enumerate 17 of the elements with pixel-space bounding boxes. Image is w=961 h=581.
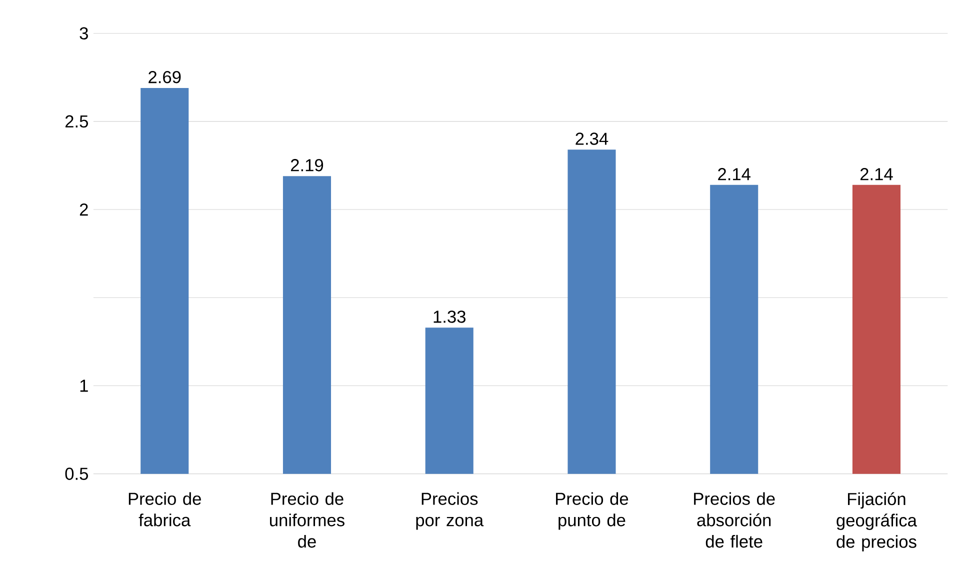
- data-label: 2.69: [148, 71, 181, 84]
- data-label: 2.34: [576, 132, 608, 146]
- data-label: 1.33: [434, 310, 466, 324]
- data-label: 2.14: [718, 168, 750, 180]
- x-tick-label: Precio de fabrica: [128, 492, 201, 527]
- data-label: 2.19: [290, 159, 324, 172]
- x-tick-label: Precio de punto de: [556, 492, 628, 530]
- x-tick-label: Precio de uniformes de: [270, 492, 344, 548]
- data-label: 2.14: [860, 168, 893, 180]
- y-tick-label: 1: [80, 380, 88, 392]
- y-tick-label: 2.5: [65, 116, 88, 128]
- x-tick-label: Fijación geográfica de precios: [836, 492, 917, 552]
- x-tick-label: Precios de absorción de flete: [694, 492, 775, 548]
- x-tick-label: Precios por zona: [416, 492, 484, 530]
- y-tick-label: 2: [80, 204, 88, 216]
- y-tick-label: 3: [80, 27, 88, 40]
- y-tick-label: 0.5: [65, 468, 88, 480]
